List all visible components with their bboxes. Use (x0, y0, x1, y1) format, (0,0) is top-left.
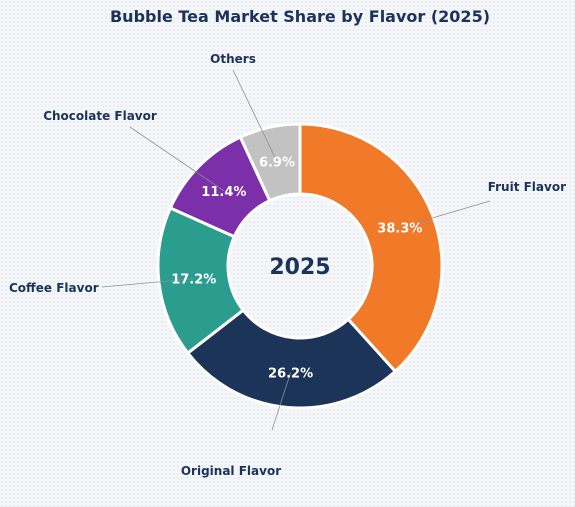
percent-label: 11.4% (201, 185, 246, 200)
category-label: Others (210, 52, 256, 66)
leader-line (232, 69, 278, 162)
leader-line (271, 372, 291, 431)
leader-line (129, 126, 225, 192)
center-year-label: 2025 (269, 255, 330, 280)
leader-line (399, 200, 491, 228)
percent-label: 6.9% (259, 156, 295, 171)
slices-group (156, 122, 444, 410)
percent-label: 38.3% (377, 222, 422, 237)
category-label: Fruit Flavor (488, 180, 566, 194)
percent-label: 17.2% (171, 273, 216, 288)
category-label: Chocolate Flavor (43, 109, 157, 123)
category-labels-group: Fruit Flavor Original Flavor Coffee Flavor… (9, 52, 566, 478)
slice-original-flavor (186, 308, 397, 410)
percent-labels-group: 38.3% 26.2% 17.2% 11.4% 6.9% (171, 156, 422, 382)
chart-title: Bubble Tea Market Share by Flavor (2025) (110, 7, 490, 26)
leader-line (101, 278, 194, 288)
slice-others (238, 122, 302, 203)
percent-label: 26.2% (268, 367, 313, 382)
slice-fruit-flavor (298, 122, 444, 373)
category-label: Original Flavor (181, 464, 281, 478)
leader-lines-group (101, 69, 491, 431)
category-label: Coffee Flavor (9, 281, 99, 295)
